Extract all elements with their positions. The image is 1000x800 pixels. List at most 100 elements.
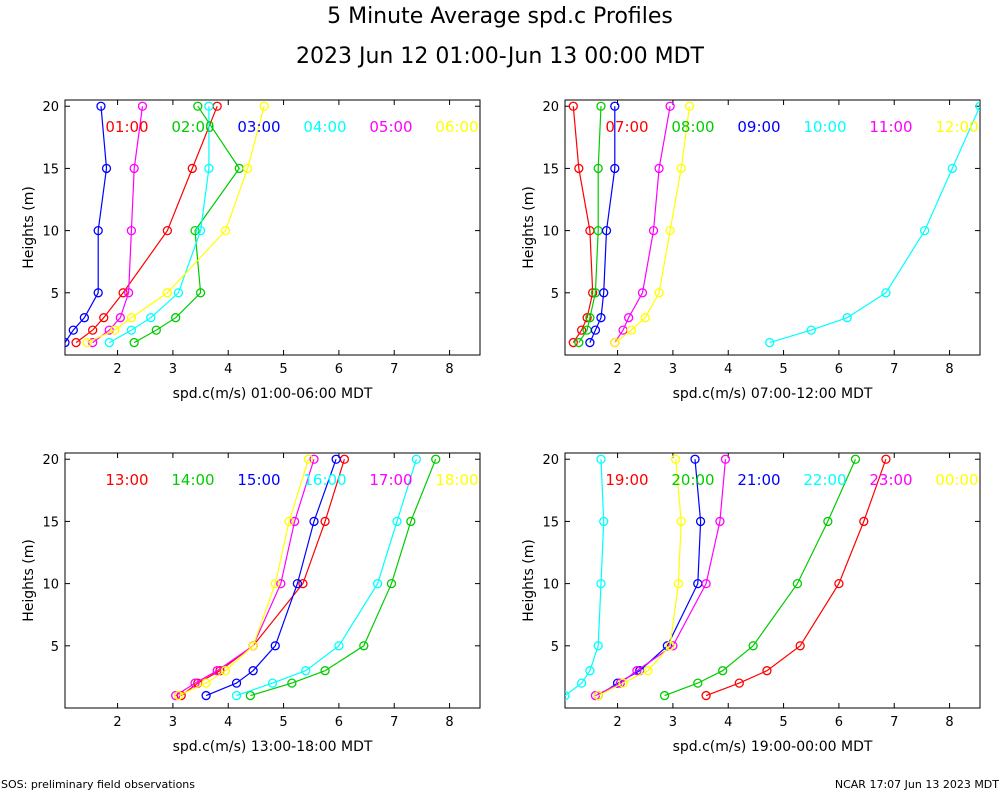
legend-entry-1600: 16:00 — [303, 471, 346, 489]
data-point-1600 — [334, 641, 344, 651]
data-point-2000 — [659, 690, 670, 701]
data-point-0500 — [129, 163, 139, 174]
y-axis-label: Heights (m) — [21, 186, 37, 269]
legend-entry-0200: 02:00 — [171, 118, 214, 136]
data-point-1200 — [610, 337, 620, 348]
data-point-0100 — [162, 225, 173, 236]
series-group — [65, 101, 269, 348]
x-tick-label: 6 — [335, 715, 343, 730]
data-point-0100 — [118, 288, 128, 298]
legend-entry-0700: 07:00 — [605, 118, 648, 136]
data-point-0000 — [643, 666, 653, 676]
series-line-0300 — [65, 106, 108, 343]
x-tick-label: 2 — [613, 715, 621, 730]
legend-entry-0500: 05:00 — [369, 118, 412, 136]
data-point-1900 — [701, 690, 711, 701]
data-point-2200 — [599, 516, 609, 527]
data-point-0400 — [204, 163, 214, 174]
x-tick-label: 7 — [890, 715, 898, 730]
data-point-0000 — [671, 454, 681, 464]
x-tick-label: 4 — [724, 362, 732, 377]
x-tick-label: 3 — [169, 715, 177, 730]
data-point-0300 — [101, 163, 112, 174]
data-point-1900 — [834, 578, 844, 589]
data-point-1800 — [220, 666, 231, 676]
data-point-1100 — [637, 288, 648, 298]
data-point-1800 — [284, 516, 294, 527]
data-point-1700 — [289, 516, 300, 527]
x-tick-label: 5 — [779, 715, 787, 730]
legend-entry-1200: 12:00 — [935, 118, 978, 136]
data-point-1700 — [309, 454, 319, 464]
x-tick-label: 2 — [113, 362, 121, 377]
legend-entry-2200: 22:00 — [803, 471, 846, 489]
data-point-2100 — [612, 678, 623, 688]
data-point-1500 — [201, 690, 211, 701]
data-point-0300 — [93, 288, 103, 298]
y-tick-label: 5 — [551, 287, 559, 302]
data-point-0900 — [596, 313, 606, 323]
data-point-0100 — [187, 163, 197, 174]
legend-entry-1800: 18:00 — [435, 471, 478, 489]
data-point-2300 — [668, 641, 678, 651]
data-point-2300 — [701, 578, 711, 589]
data-point-0900 — [590, 325, 601, 335]
data-point-1400 — [287, 678, 297, 688]
data-point-1400 — [320, 666, 330, 676]
data-point-0300 — [79, 313, 90, 323]
data-point-0200 — [129, 337, 139, 348]
y-tick-label: 15 — [542, 515, 559, 530]
series-line-1900 — [705, 458, 887, 697]
chart-title: 5 Minute Average spd.c Profiles — [327, 4, 673, 29]
panel-2: 2 3 4 5 6 7 8 5 10 15 20 spd.c(m/s) 07:00-12:00 MDT… — [521, 99, 981, 402]
data-point-1700 — [276, 578, 286, 589]
series-line-0700 — [572, 106, 594, 343]
data-point-0700 — [568, 337, 578, 348]
data-point-0900 — [585, 337, 595, 348]
legend-entry-1900: 19:00 — [605, 471, 648, 489]
series-group — [565, 454, 891, 701]
legend-entry-2300: 23:00 — [869, 471, 912, 489]
series-line-0100 — [75, 105, 218, 344]
data-point-0600 — [242, 163, 253, 174]
data-point-2000 — [693, 678, 703, 688]
data-point-2000 — [718, 666, 728, 676]
data-point-1600 — [411, 454, 422, 464]
chart-subtitle: 2023 Jun 12 01:00-Jun 13 00:00 MDT — [295, 44, 704, 69]
data-point-0500 — [126, 225, 137, 236]
data-point-1200 — [684, 101, 695, 111]
footer-right-note: NCAR 17:07 Jun 13 2023 MDT — [834, 778, 999, 791]
series-line-1400 — [250, 458, 437, 697]
y-tick-label: 5 — [51, 640, 59, 655]
data-point-1200 — [654, 288, 664, 298]
data-point-1800 — [303, 454, 314, 464]
data-point-0300 — [68, 325, 78, 335]
x-tick-label: 7 — [390, 362, 398, 377]
x-tick-label: 3 — [669, 362, 677, 377]
y-tick-label: 10 — [42, 578, 59, 593]
legend-entry-0000: 00:00 — [935, 471, 978, 489]
data-point-0400 — [204, 101, 214, 111]
x-tick-label: 4 — [724, 715, 732, 730]
data-point-0700 — [582, 313, 592, 323]
x-tick-label: 6 — [835, 715, 843, 730]
footer-left-note: SOS: preliminary field observations — [1, 778, 195, 791]
data-point-1500 — [309, 516, 319, 527]
data-point-1800 — [173, 690, 184, 701]
x-tick-label: 2 — [613, 362, 621, 377]
y-tick-label: 20 — [42, 453, 59, 468]
x-tick-label: 7 — [390, 715, 398, 730]
data-point-2200 — [585, 666, 595, 676]
x-tick-label: 8 — [445, 362, 453, 377]
data-point-0200 — [171, 313, 181, 323]
series-line-1500 — [205, 458, 337, 697]
data-point-1800 — [270, 578, 280, 589]
x-tick-label: 5 — [279, 362, 287, 377]
data-point-0000 — [673, 578, 684, 589]
data-point-2000 — [792, 578, 803, 589]
series-line-2000 — [664, 458, 857, 697]
data-point-2300 — [632, 666, 642, 676]
data-point-2000 — [748, 641, 758, 651]
legend-entry-0900: 09:00 — [737, 118, 780, 136]
y-tick-label: 20 — [542, 453, 559, 468]
